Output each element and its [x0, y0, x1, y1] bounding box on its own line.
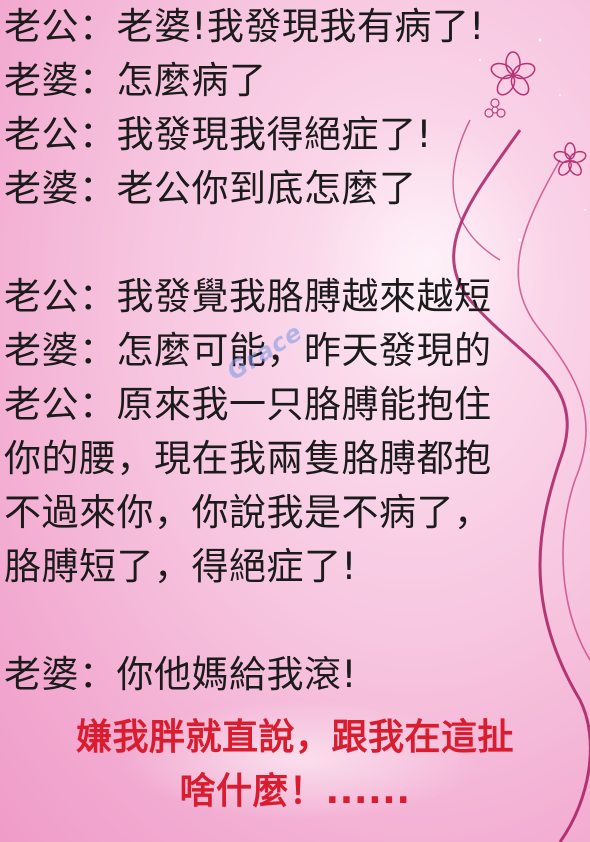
dialogue-line: 你的腰，現在我兩隻胳膊都抱 — [4, 437, 492, 480]
dialogue-line: 老婆：怎麼病了 — [4, 59, 267, 102]
dialogue-line: 老公：原來我一只胳膊能抱住 — [4, 383, 492, 426]
dialogue-line: 老婆：老公你到底怎麼了 — [4, 167, 417, 210]
paragraph-gap — [4, 594, 588, 648]
punchline-line: 嫌我胖就直說，跟我在這扯 — [75, 717, 514, 758]
dialogue-line: 胳膊短了，得絕症了! — [4, 545, 357, 588]
dialogue-line: 老婆：你他媽給我滾! — [4, 653, 357, 696]
punchline-line: 啥什麼！...... — [179, 771, 411, 812]
dialogue-line: 老公：我發現我得絕症了! — [4, 113, 432, 156]
dialogue-line: 老公：我發覺我胳膊越來越短 — [4, 275, 492, 318]
paragraph-gap — [4, 216, 588, 270]
dialogue-text: 老公：老婆!我發現我有病了! 老婆：怎麼病了 老公：我發現我得絕症了! 老婆：老… — [4, 0, 588, 702]
dialogue-line: 不過來你，你說我是不病了， — [4, 491, 492, 534]
dialogue-line: 老公：老婆!我發現我有病了! — [4, 5, 485, 48]
dialogue-line: 老婆：怎麼可能，昨天發現的 — [4, 329, 492, 372]
